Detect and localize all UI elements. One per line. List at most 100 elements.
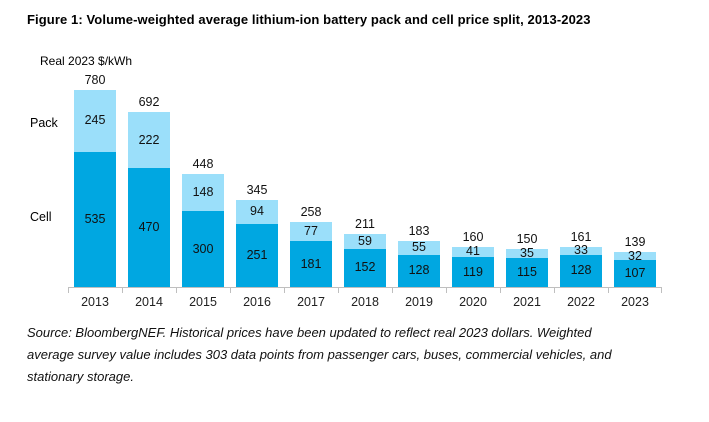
- x-axis-tick-label: 2014: [135, 295, 163, 309]
- bar-segment-value: 300: [192, 241, 214, 256]
- bar-segment-pack: 94: [236, 199, 278, 224]
- stacked-bar: 77 181: [290, 221, 332, 287]
- stacked-bar: 59 152: [344, 233, 386, 287]
- bar-segment-pack: 32: [614, 248, 656, 263]
- stacked-bar: 245 535: [74, 89, 116, 287]
- x-axis-tick: [122, 288, 123, 293]
- stacked-bar: 222 470: [128, 112, 170, 287]
- stacked-bar: 148 300: [182, 173, 224, 287]
- bar-segment-value: 148: [192, 185, 214, 199]
- bar-segment-pack: 55: [398, 240, 440, 255]
- bar-segment-value: 245: [84, 113, 106, 128]
- bar-segment-pack: 35: [506, 246, 548, 261]
- bar-segment-cell: 181: [290, 241, 332, 287]
- bar-segment-value: 59: [358, 233, 372, 248]
- bar-segment-pack: 245: [74, 89, 116, 152]
- bar-group: 345 94 251: [230, 30, 284, 287]
- bar-total-label: 150: [516, 232, 538, 247]
- bar-segment-value: 32: [628, 248, 642, 263]
- bar-segment-pack: 59: [344, 233, 386, 249]
- bar-total-label: 160: [462, 229, 484, 244]
- x-axis-tick: [230, 288, 231, 293]
- bar-group: 160 41 119: [446, 30, 500, 287]
- x-axis-tick-label: 2020: [459, 295, 487, 309]
- bar-segment-cell: 470: [128, 168, 170, 287]
- x-axis-tick-label: 2022: [567, 295, 595, 309]
- x-axis-tick: [68, 288, 69, 293]
- bar-segment-value: 470: [138, 220, 160, 235]
- x-axis-tick-label: 2018: [351, 295, 379, 309]
- source-note-line: Source: BloombergNEF. Historical prices …: [27, 325, 592, 340]
- x-axis-tick-label: 2023: [621, 295, 649, 309]
- bar-total-label: 161: [570, 229, 592, 244]
- x-axis-tick: [500, 288, 501, 293]
- bar-group: 161 33 128: [554, 30, 608, 287]
- bar-total-label: 448: [192, 156, 214, 171]
- bar-total-label: 139: [624, 235, 646, 249]
- stacked-bar: 55 128: [398, 240, 440, 287]
- x-axis-labels: 2013 2014 2015 2016 2017 2018 2019 2020 2021 2022…: [68, 295, 662, 309]
- bar-segment-cell: 535: [74, 151, 116, 287]
- bar-group: 150 35 115: [500, 30, 554, 287]
- bar-group: 183 55 128: [392, 30, 446, 287]
- bar-segment-value: 152: [354, 260, 376, 275]
- bar-total-label: 780: [84, 72, 106, 87]
- bar-segment-value: 107: [624, 266, 646, 280]
- bar-segment-cell: 251: [236, 223, 278, 287]
- bar-total-label: 345: [246, 182, 268, 197]
- x-axis-tick: [338, 288, 339, 293]
- stacked-bar: 32 107: [614, 248, 656, 287]
- bar-total-label: 183: [408, 223, 430, 238]
- stacked-bar: 35 115: [506, 246, 548, 287]
- bar-segment-value: 33: [574, 243, 588, 258]
- bar-segment-value: 41: [466, 244, 480, 259]
- bar-segment-pack: 77: [290, 221, 332, 242]
- bar-segment-pack: 41: [452, 244, 494, 259]
- x-axis-tick-label: 2015: [189, 295, 217, 309]
- stacked-bar: 41 119: [452, 244, 494, 287]
- bar-segment-cell: 115: [506, 258, 548, 287]
- bar-group: 448 148 300: [176, 30, 230, 287]
- stacked-bar: 33 128: [560, 243, 602, 287]
- bar-total-label: 211: [355, 216, 375, 231]
- x-axis-tick: [554, 288, 555, 293]
- bar-total-label: 258: [300, 204, 322, 219]
- plot-area: 780 245 535 692 222 470 448 148 300 345 94 251 258 77…: [68, 30, 662, 287]
- bar-group: 211 59 152: [338, 30, 392, 287]
- bar-segment-value: 535: [84, 211, 106, 226]
- bar-segment-cell: 128: [398, 254, 440, 287]
- x-axis-tick: [284, 288, 285, 293]
- bar-segment-cell: 300: [182, 211, 224, 287]
- bar-segment-value: 222: [138, 132, 160, 147]
- stacked-bar: 94 251: [236, 199, 278, 287]
- x-axis-tick: [608, 288, 609, 293]
- bar-group: 780 245 535: [68, 30, 122, 287]
- x-axis-tick: [661, 288, 662, 293]
- bar-segment-value: 94: [250, 204, 264, 219]
- chart-area: Real 2023 $/kWh Pack Cell 780 245 535 692 22…: [0, 30, 709, 310]
- bar-segment-value: 128: [408, 263, 430, 278]
- bar-segment-value: 35: [520, 246, 534, 261]
- bar-segment-value: 181: [300, 256, 322, 271]
- bar-segment-cell: 119: [452, 257, 494, 287]
- source-note-line: stationary storage.: [27, 369, 134, 384]
- series-label-pack: Pack: [30, 116, 58, 130]
- bar-segment-value: 55: [412, 240, 426, 255]
- x-axis-tick: [176, 288, 177, 293]
- bar-segment-cell: 128: [560, 254, 602, 287]
- bar-segment-value: 128: [570, 263, 592, 278]
- bar-segment-value: 77: [304, 224, 318, 238]
- bar-segment-value: 115: [517, 265, 537, 279]
- x-axis-tick-label: 2017: [297, 295, 325, 309]
- bar-segment-pack: 33: [560, 243, 602, 258]
- x-axis-tick-label: 2021: [513, 295, 541, 309]
- bar-segment-pack: 148: [182, 173, 224, 212]
- x-axis-line: [68, 287, 662, 294]
- x-axis-tick-label: 2013: [81, 295, 109, 309]
- y-axis-unit-label: Real 2023 $/kWh: [40, 54, 133, 68]
- bar-segment-pack: 222: [128, 112, 170, 169]
- bar-group: 139 32 107: [608, 30, 662, 287]
- bar-segment-cell: 152: [344, 248, 386, 287]
- x-axis-tick-label: 2019: [405, 295, 433, 309]
